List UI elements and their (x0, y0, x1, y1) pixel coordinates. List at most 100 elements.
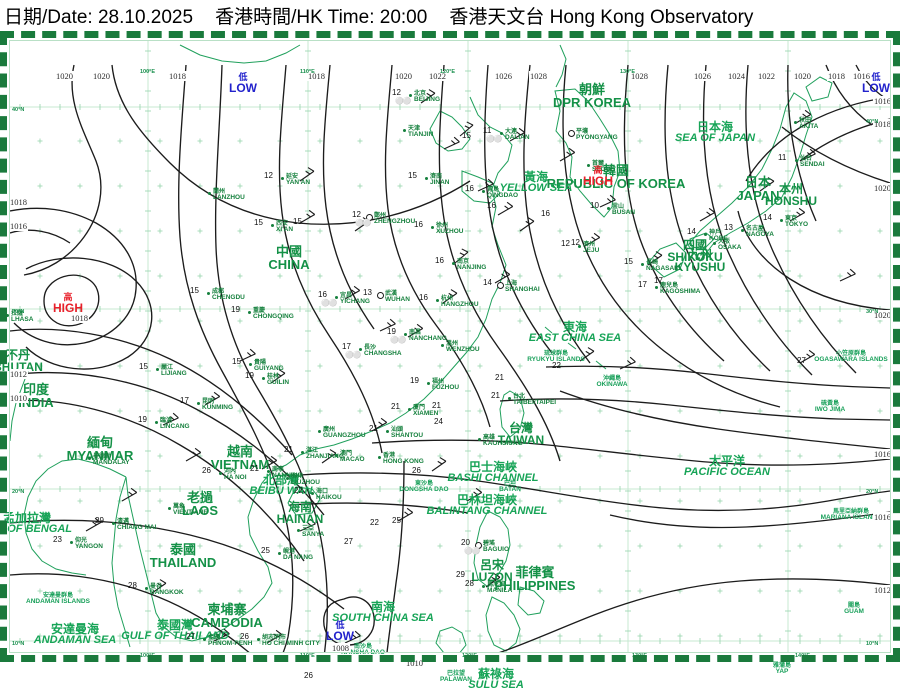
island-label: 巴坦 BATAN (499, 481, 521, 494)
country-label: 海南 HAINAN (277, 501, 324, 526)
coordinate-tick-label: 10°N (12, 641, 25, 647)
station-label-cn: 北京 (414, 91, 427, 97)
station-label-cn: 青島 (487, 187, 500, 193)
station-temperature: 14 (483, 278, 492, 287)
station-label-cn: 鹿兒島 (660, 283, 679, 289)
graticule-lines (10, 41, 890, 652)
sea-label-en: BASHI CHANNEL (447, 472, 539, 485)
station-temperature: 12 (392, 88, 401, 97)
station-label-en: LANZHOU (213, 194, 245, 202)
station-label-en: LIUZHOU (291, 479, 320, 487)
station-label: 馬尼拉 MANILA (487, 582, 512, 595)
island-label-en: BATAN (499, 486, 521, 494)
precip-symbol-icon: ⚪⚪ (395, 98, 411, 105)
station-label-cn: 蘭州 (213, 189, 226, 195)
station-label-cn: 廈門 (413, 405, 426, 411)
country-label: 菲律賓 PHILIPPINES (495, 566, 576, 593)
coordinate-tick-label: 30°N (12, 309, 25, 315)
station-label: 峴港 DA NANG (283, 549, 313, 562)
island-label-en: RYUKYU ISLANDS (527, 356, 585, 364)
station-label: 桂林 GUILIN (267, 374, 289, 387)
island-label-en: DONGSHA DAO (399, 486, 449, 494)
station-label: 昆明 KUNMING (202, 399, 233, 412)
station-label-en: LINCANG (160, 423, 190, 431)
pressure-centre-symbol-en: LOW (862, 81, 890, 95)
island-label-en: ANDAMAN ISLANDS (26, 598, 90, 606)
pressure-centre-symbol-en: LOW (229, 81, 257, 95)
map-graphics-layer (10, 41, 890, 652)
station-label-cn: 三亞 (302, 526, 315, 532)
station-label-en: QINGDAO (487, 192, 519, 200)
station-label-cn: 昆明 (202, 399, 215, 405)
station-label-cn: 胡志明市 (262, 635, 287, 641)
station-temperature: 17 (342, 342, 351, 351)
station-label: 大阪 OSAKA (718, 239, 741, 252)
station-dot-icon (301, 451, 304, 454)
station-dot-icon (168, 507, 171, 510)
station-label: 三亞 SANYA (302, 526, 324, 539)
country-label-en: LUZON (471, 570, 513, 585)
sea-label: 太平洋 PACIFIC OCEAN (684, 455, 770, 478)
station-label-cn: 延安 (286, 174, 299, 180)
station-label-cn: 貴陽 (254, 360, 267, 366)
station-temperature: 22 (370, 518, 379, 527)
station-temperature: 27 (186, 632, 195, 641)
station-label: 濟州 JEJU (583, 242, 599, 255)
station-label-en: CHIANG MAI (117, 524, 157, 532)
station-label: 廈門 XIAMEN (413, 405, 438, 418)
pressure-centre-high: 高 HIGH (583, 165, 613, 188)
station-label-cn: 南寧 (272, 467, 285, 473)
island-label: 關島 GUAM (844, 603, 864, 616)
station-temperature: 12 (561, 239, 570, 248)
country-label: 日本 JAPAN (736, 176, 779, 203)
coordinate-tick-label: 130°E (620, 69, 636, 75)
station-dot-icon (281, 177, 284, 180)
station-label: 蘭州 LANZHOU (213, 189, 245, 202)
station-temperature: 12 (352, 210, 361, 219)
station-dot-icon (267, 470, 270, 473)
station-label-cn: 碧瑤 (483, 541, 496, 547)
sea-label-cn: 巴林坦海峽 (456, 493, 518, 507)
station-label-en: BANGKOK (150, 589, 184, 597)
station-label-en: TAIBEI/TAIPEI (513, 399, 557, 407)
station-label: 臨滄 LINCANG (160, 418, 190, 431)
isobar-value-label: 1016 (873, 512, 892, 522)
station-label-en: ZHANJIANG (306, 453, 344, 461)
isobar-value-label: 1018 (9, 197, 28, 207)
station-label-cn: 秋田 (799, 118, 812, 124)
station-label-en: SEOUL (592, 166, 615, 174)
country-label-cn: 越南 (226, 444, 253, 459)
station-label-cn: 濟南 (430, 174, 443, 180)
country-label-cn: 中國 (275, 244, 303, 259)
coordinate-tick-label: 20°N (12, 489, 25, 495)
pressure-centre-symbol-cn: 高 (593, 165, 603, 175)
country-label: 柬埔寨 CAMBODIA (191, 603, 263, 630)
sea-label: 蘇祿海 SULU SEA (468, 668, 524, 691)
station-label-cn: 湛江 (306, 448, 319, 454)
station-label: 天津 TIANJIN (408, 126, 433, 139)
country-label-en: VIETNAM (210, 457, 270, 473)
station-label-en: VIENTIANE (173, 509, 208, 517)
station-temperature: 19 (387, 327, 396, 336)
station-dot-icon (409, 94, 412, 97)
isobar-value-label: 1020 (92, 71, 111, 81)
station-label-en: KAGOSHIMA (660, 288, 701, 296)
station-label: 曼德勒 MANDALAY (93, 454, 130, 467)
country-label-en: THAILAND (149, 555, 217, 571)
island-label: 安達曼群島 ANDAMAN ISLANDS (26, 593, 90, 606)
station-label: 宜昌 YICHANG (340, 293, 370, 306)
station-temperature: 19 (231, 305, 240, 314)
weather-chart-map: 中國 CHINA 朝鮮 DPR KOREA 韓國 REPUBLIC OF KOR… (0, 31, 900, 691)
station-label-en: XI'AN (276, 226, 294, 234)
sea-label-en: GULF OF THAILAND (121, 630, 229, 643)
station-dot-icon (641, 263, 644, 266)
station-label-en: NANCHANG (409, 335, 447, 343)
station-dot-icon (197, 402, 200, 405)
station-dot-icon (88, 457, 91, 460)
station-temperature: 13 (363, 288, 372, 297)
station-circle-icon (366, 214, 373, 221)
station-label-en: HANGZHOU (441, 301, 479, 309)
station-dot-icon (248, 311, 251, 314)
station-label-cn: 神戶 (709, 230, 722, 236)
station-label: 貴陽 GUIYANG (254, 360, 284, 373)
